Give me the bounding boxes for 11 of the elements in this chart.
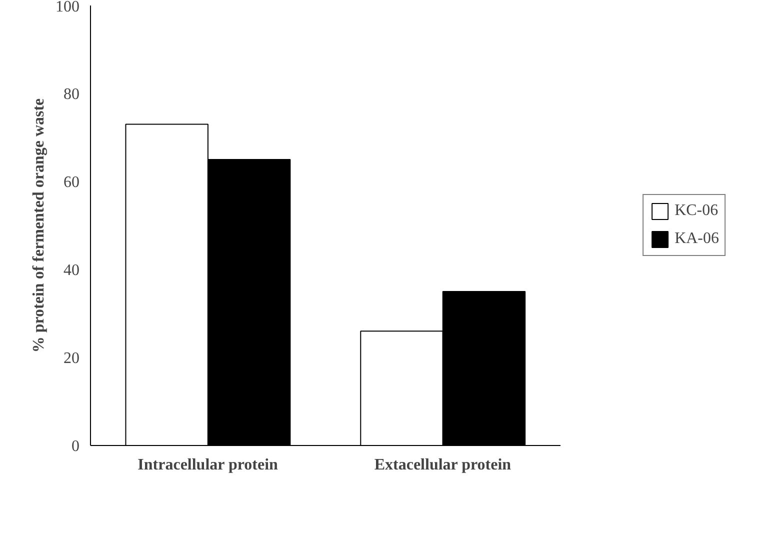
y-tick-label: 60 bbox=[64, 174, 80, 191]
legend-label: KA-06 bbox=[674, 230, 719, 248]
x-tick-label: Intracellular protein bbox=[138, 456, 278, 474]
y-tick-label: 0 bbox=[72, 438, 80, 455]
y-tick-label: 20 bbox=[64, 350, 80, 367]
legend-label: KC-06 bbox=[674, 202, 718, 220]
y-tick-label: 40 bbox=[64, 262, 80, 279]
x-tick-label: Extacellular protein bbox=[374, 456, 512, 474]
y-axis-title: % protein of fermented orange waste bbox=[30, 98, 48, 353]
y-tick-label: 80 bbox=[64, 86, 80, 103]
y-tick-label: 100 bbox=[56, 0, 80, 16]
